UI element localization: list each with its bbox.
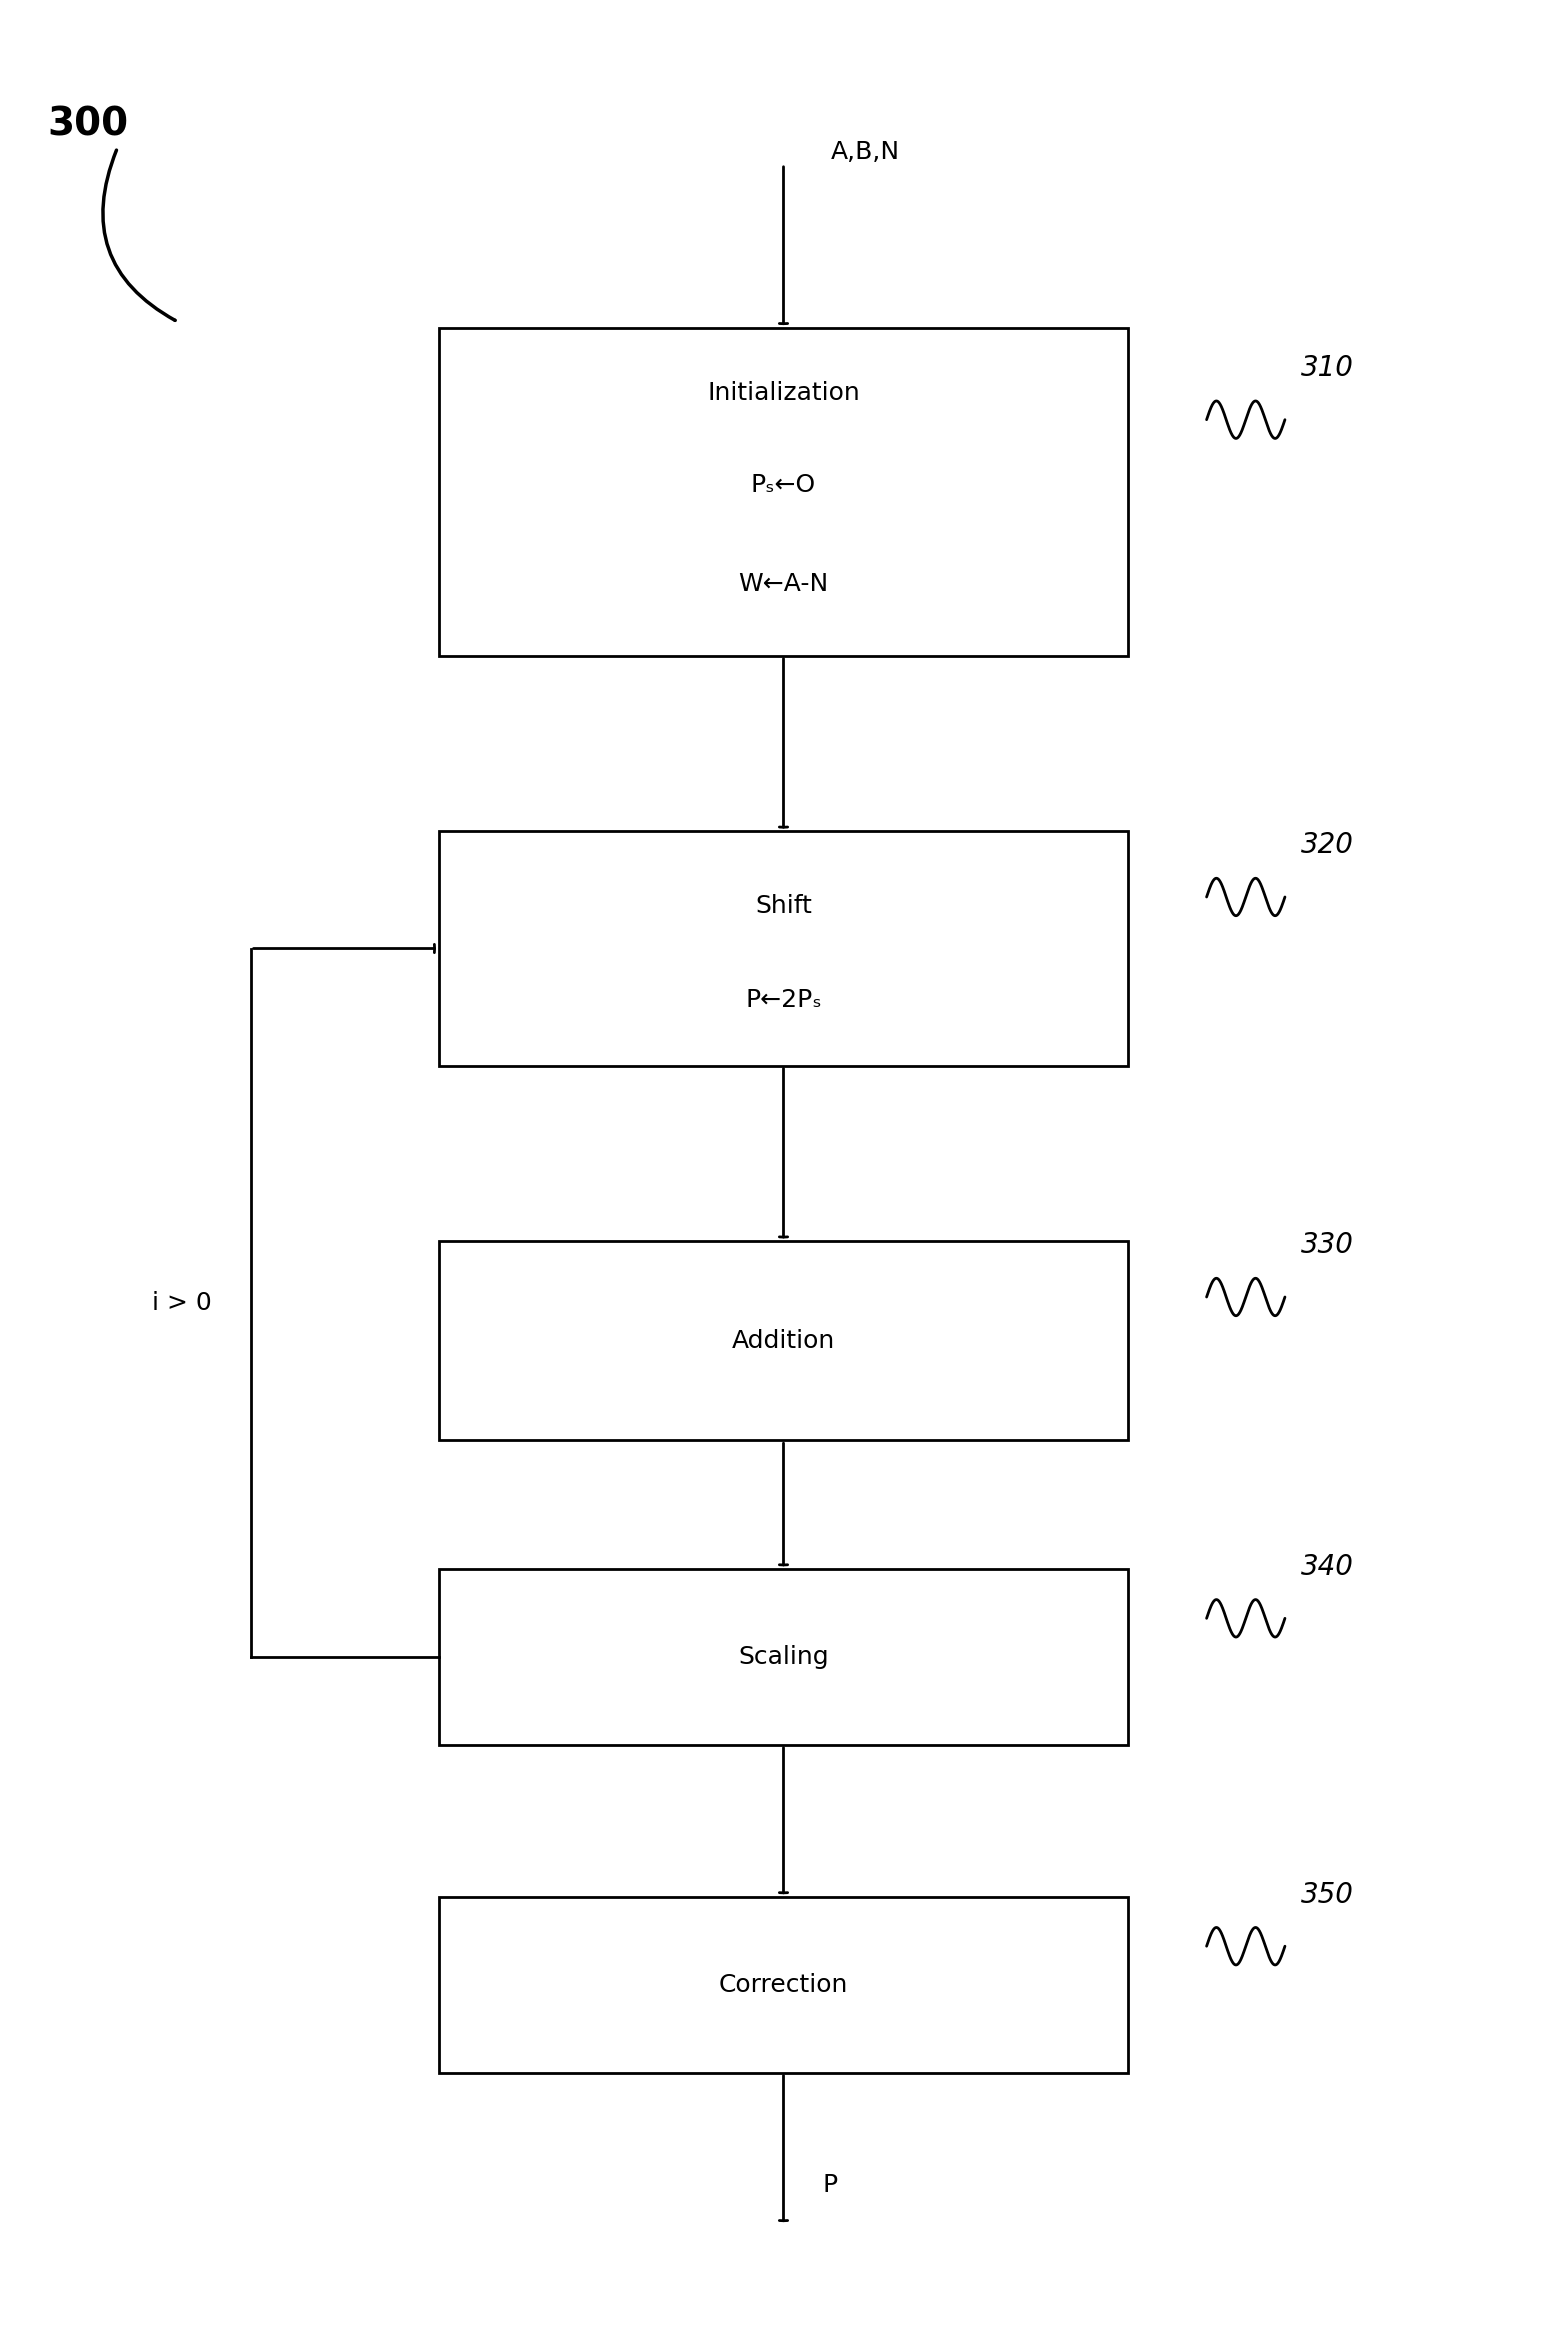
Text: i > 0: i > 0 <box>152 1290 212 1314</box>
FancyBboxPatch shape <box>439 1241 1128 1440</box>
Text: W←A-N: W←A-N <box>738 571 829 595</box>
Text: 320: 320 <box>1301 831 1354 860</box>
Text: A,B,N: A,B,N <box>831 141 899 164</box>
FancyBboxPatch shape <box>439 328 1128 656</box>
Text: Shift: Shift <box>755 895 812 918</box>
FancyBboxPatch shape <box>439 831 1128 1066</box>
FancyBboxPatch shape <box>439 1569 1128 1745</box>
Text: Pₛ←O: Pₛ←O <box>751 473 816 497</box>
FancyArrowPatch shape <box>103 150 176 321</box>
Text: 340: 340 <box>1301 1553 1354 1581</box>
Text: 300: 300 <box>47 105 128 143</box>
Text: 330: 330 <box>1301 1232 1354 1260</box>
Text: Addition: Addition <box>732 1328 835 1354</box>
Text: 310: 310 <box>1301 354 1354 382</box>
Text: Scaling: Scaling <box>738 1644 829 1670</box>
Text: P: P <box>823 2173 838 2197</box>
Text: Correction: Correction <box>719 1972 848 1998</box>
Text: Initialization: Initialization <box>707 382 860 405</box>
Text: 350: 350 <box>1301 1881 1354 1909</box>
Text: P←2Pₛ: P←2Pₛ <box>746 988 821 1012</box>
FancyBboxPatch shape <box>439 1897 1128 2073</box>
